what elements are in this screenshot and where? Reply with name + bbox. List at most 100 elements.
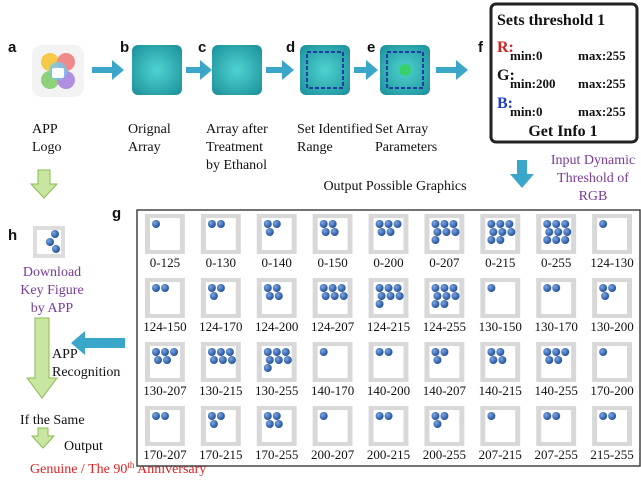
dot	[274, 420, 283, 428]
pattern-label: 140-215	[479, 383, 522, 398]
dot	[496, 220, 505, 228]
dot	[563, 228, 572, 236]
dot	[207, 348, 216, 356]
step-label: Range	[297, 140, 333, 155]
dot	[543, 220, 552, 228]
step-label: Array after	[206, 122, 268, 137]
dot	[321, 292, 330, 300]
channel: G:	[497, 67, 515, 84]
dot	[274, 356, 283, 364]
dot	[321, 228, 330, 236]
dot	[319, 412, 328, 420]
dot	[599, 412, 608, 420]
pattern-label: 130-150	[479, 319, 522, 334]
dot	[449, 220, 458, 228]
dot	[272, 220, 281, 228]
dot	[433, 420, 442, 428]
step-label: Treatment	[206, 140, 263, 155]
dot	[161, 348, 169, 356]
max-value: max:255	[578, 76, 626, 91]
dot	[386, 228, 395, 236]
dot	[207, 412, 216, 420]
dot	[487, 348, 496, 356]
panel-letter: h	[8, 227, 17, 244]
if-same: If the Same	[20, 413, 85, 428]
output-label: Output	[64, 439, 103, 454]
dot	[272, 284, 281, 292]
dot	[263, 284, 272, 292]
pattern-label: 130-207	[143, 383, 187, 398]
pattern-label: 124-215	[367, 319, 410, 334]
dot	[265, 420, 274, 428]
dot	[449, 284, 458, 292]
input-note: RGB	[579, 189, 608, 204]
dot	[451, 292, 460, 300]
pattern-label: 207-215	[479, 447, 522, 462]
dot	[543, 236, 552, 244]
dot	[433, 228, 442, 236]
step-label: Set Array	[375, 122, 428, 137]
dot	[152, 412, 160, 420]
dot	[431, 300, 440, 308]
dot	[552, 348, 561, 356]
pattern-label: 215-255	[590, 447, 633, 462]
flow-arrows	[71, 60, 534, 355]
step-label: Array	[128, 140, 161, 155]
dot	[487, 284, 496, 292]
dot	[431, 220, 440, 228]
dot	[319, 220, 328, 228]
dot	[431, 412, 440, 420]
pattern-label: 170-207	[143, 447, 187, 462]
pattern-label: 0-255	[541, 255, 571, 270]
dot	[154, 356, 162, 364]
dot	[216, 348, 225, 356]
dot	[384, 284, 393, 292]
dot	[161, 412, 169, 420]
threshold-box: Sets threshold 1 R:min:0 max:255G:min:200…	[489, 2, 639, 144]
pattern-label: 207-255	[534, 447, 577, 462]
dot	[330, 292, 339, 300]
dot	[433, 356, 442, 364]
dot	[384, 412, 393, 420]
dot	[561, 220, 570, 228]
dot	[163, 356, 171, 364]
dot	[272, 348, 281, 356]
dot	[265, 228, 274, 236]
dot	[272, 412, 281, 420]
pattern-label: 0-130	[206, 255, 236, 270]
dot	[599, 220, 608, 228]
pattern-label: 124-150	[143, 319, 186, 334]
dot	[207, 220, 216, 228]
pattern-label: 0-140	[262, 255, 292, 270]
dot	[545, 228, 554, 236]
dot	[440, 220, 449, 228]
box-button[interactable]: Get Info 1	[528, 123, 597, 140]
dot	[209, 292, 218, 300]
dot	[552, 284, 561, 292]
dot	[433, 292, 442, 300]
dot	[498, 228, 507, 236]
pattern-label: 124-255	[423, 319, 466, 334]
dot	[545, 356, 554, 364]
dot	[218, 356, 227, 364]
dot	[451, 228, 460, 236]
pattern-label: 0-125	[150, 255, 180, 270]
pattern-label: 130-170	[534, 319, 577, 334]
dot	[543, 348, 552, 356]
dot	[561, 348, 570, 356]
recognition-label: APP	[52, 347, 78, 362]
dot	[207, 284, 216, 292]
dot	[552, 236, 561, 244]
panel-letter: c	[198, 39, 206, 56]
dot	[442, 292, 451, 300]
channel: R:	[497, 39, 514, 56]
dot	[328, 220, 337, 228]
dot	[599, 348, 608, 356]
pattern-label: 170-200	[590, 383, 633, 398]
dot	[543, 412, 552, 420]
panel-letter: g	[112, 205, 121, 222]
dot	[265, 356, 274, 364]
dot	[552, 412, 561, 420]
dot	[487, 412, 496, 420]
dot	[263, 348, 272, 356]
